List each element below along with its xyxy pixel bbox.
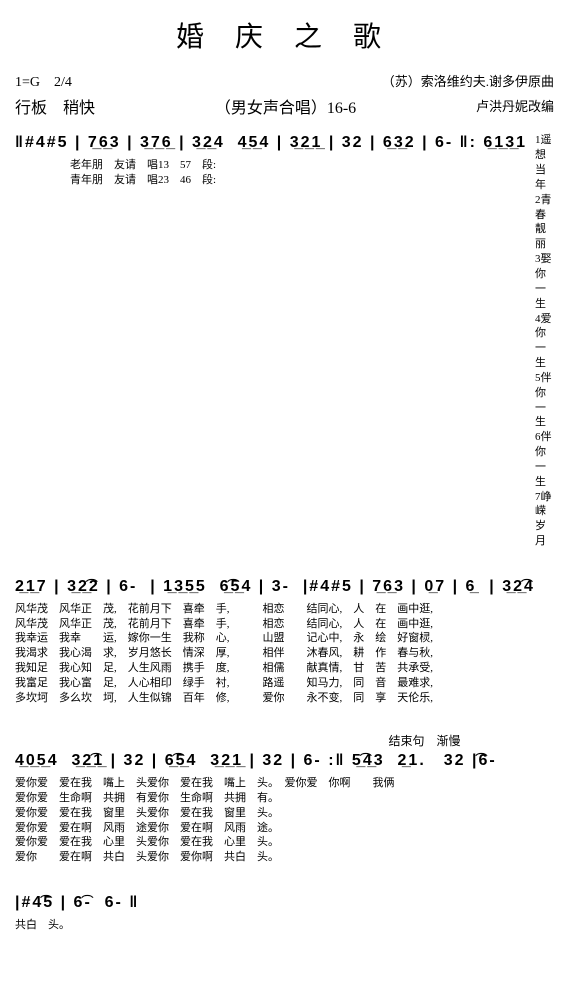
- arranger-credit: 卢洪丹妮改编: [476, 99, 554, 120]
- lyrics-block-3: 爱你爱 爱在我 嘴上 头爱你 爱在我 嘴上 头。 爱你爱 你啊 我俩 爱你爱 生…: [15, 776, 554, 865]
- notation-line-3: 4̲0̲5̲4 3̲2̲͡1̲ | 32 | 6̲͡5̲4 3̲2̲1̲ | 3…: [15, 751, 554, 772]
- verse-index-item: 5伴你一生: [535, 371, 554, 430]
- music-system-1: ‖#4#5 | 7̲6̲3 | 3̲7̲6̲ | 3̲2̲4 4̲5̲4 | 3…: [15, 133, 554, 549]
- verse-index-item: 7峥嵘岁月: [535, 490, 554, 549]
- key-time-sig: 1=G 2/4: [15, 74, 72, 92]
- lyrics-block-1: 老年朋 友请 唱13 57 段: 青年朋 友请 唱23 46 段:: [15, 158, 527, 188]
- verse-index-item: 3娶你一生: [535, 252, 554, 311]
- lyrics-block-2: 风华茂 风华正 茂, 花前月下 喜牵 手, 相恋 结同心, 人 在 画中逛, 风…: [15, 602, 554, 706]
- song-title: 婚 庆 之 歌: [15, 20, 554, 56]
- music-system-4: |#4͡5 | 6͡- 6- ‖ 共白 头。: [15, 893, 554, 933]
- meta-row-2: 行板 稍快 （男女声合唱）16-6 卢洪丹妮改编: [15, 99, 554, 120]
- verse-index-item: 6伴你一生: [535, 430, 554, 489]
- notation-line-2: 2̲1̲7 | 3̲2̲͡2 | 6- | 1̲3̲5̲5 6̲͡5̲4 | 3…: [15, 577, 554, 598]
- tempo-marking: 行板 稍快: [15, 99, 95, 120]
- verse-index-item: 1遥想当年: [535, 133, 554, 192]
- meta-row-1: 1=G 2/4 （苏）索洛维约夫.谢多伊原曲: [15, 74, 554, 92]
- notation-line-1: ‖#4#5 | 7̲6̲3 | 3̲7̲6̲ | 3̲2̲4 4̲5̲4 | 3…: [15, 133, 527, 154]
- verse-index-item: 4爱你一生: [535, 312, 554, 371]
- verse-index-list: 1遥想当年 2青春靓丽 3娶你一生 4爱你一生 5伴你一生 6伴你一生 7峥嵘岁…: [535, 133, 554, 549]
- composer-credit: （苏）索洛维约夫.谢多伊原曲: [382, 74, 554, 92]
- voicing-subtitle: （男女声合唱）16-6: [95, 99, 476, 120]
- music-system-2: 2̲1̲7 | 3̲2̲͡2 | 6- | 1̲3̲5̲5 6̲͡5̲4 | 3…: [15, 577, 554, 706]
- verse-index-item: 2青春靓丽: [535, 193, 554, 252]
- music-system-3: 4̲0̲5̲4 3̲2̲͡1̲ | 32 | 6̲͡5̲4 3̲2̲1̲ | 3…: [15, 751, 554, 865]
- notation-line-4: |#4͡5 | 6͡- 6- ‖: [15, 893, 554, 914]
- lyrics-block-4: 共白 头。: [15, 918, 554, 933]
- tempo-change-marking: 结束句 渐慢: [295, 734, 554, 750]
